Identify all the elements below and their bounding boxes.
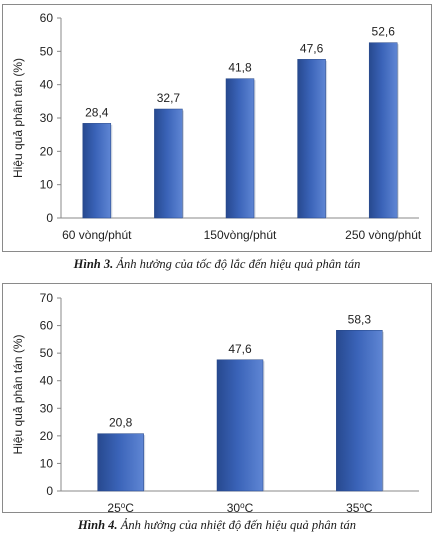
bar xyxy=(154,108,183,219)
y-tick-label: 10 xyxy=(40,456,54,470)
bar-chart-shaking-speed: 0 10 20 30 40 50 60 Hiệu quả phân tán (%) 28,4 60… xyxy=(11,11,422,242)
y-tick-label: 10 xyxy=(40,178,54,192)
y-tick-label: 50 xyxy=(40,346,54,360)
bar xyxy=(297,59,326,219)
bar-value-label: 20,8 xyxy=(109,416,133,430)
y-tick-label: 0 xyxy=(46,484,53,498)
y-tick-label: 60 xyxy=(40,319,54,333)
bar-value-label: 41,8 xyxy=(228,61,252,75)
y-tick-label: 40 xyxy=(40,78,54,92)
y-tick-label: 40 xyxy=(40,374,54,388)
bar xyxy=(97,433,144,492)
caption-text: Ảnh hưởng của nhiệt độ đến hiệu quả phân… xyxy=(117,518,357,532)
bar-value-label: 58,3 xyxy=(348,312,372,326)
y-tick-label: 20 xyxy=(40,144,54,158)
y-axis-title: Hiệu quả phân tán (%) xyxy=(11,58,25,178)
figure-caption-4: Hình 4. Ảnh hưởng của nhiệt độ đến hiệu … xyxy=(0,518,434,533)
figure-caption-3: Hình 3. Ảnh hưởng của tốc độ lắc đến hiệ… xyxy=(0,257,434,272)
bar xyxy=(82,123,112,219)
bar-value-label: 47,6 xyxy=(228,342,252,356)
bar xyxy=(216,359,264,492)
bar-value-label: 28,4 xyxy=(85,105,109,119)
x-tick-label: 30oC xyxy=(227,501,254,512)
y-tick-label: 30 xyxy=(40,111,54,125)
bar-value-label: 32,7 xyxy=(157,91,181,105)
bar xyxy=(225,78,255,219)
y-tick-label: 60 xyxy=(40,11,54,25)
x-tick-label: 35oC xyxy=(346,501,373,512)
y-tick-label: 30 xyxy=(40,401,54,415)
chart-panel-1: 0 10 20 30 40 50 60 Hiệu quả phân tán (%) 28,4 60… xyxy=(2,4,432,252)
y-tick-label: 70 xyxy=(40,291,54,305)
caption-label: Hình 3. xyxy=(73,257,114,271)
bar-value-label: 52,6 xyxy=(372,25,396,39)
bar-chart-temperature: 0 10 20 30 40 50 60 70 Hiệu quả phân tán (%) 20,8… xyxy=(11,291,419,515)
bar xyxy=(368,42,398,219)
x-tick-label: 150vòng/phút xyxy=(204,228,277,242)
y-tick-label: 0 xyxy=(46,211,53,225)
x-tick-label: 250 vòng/phút xyxy=(345,228,422,242)
caption-text: Ảnh hưởng của tốc độ lắc đến hiệu quả ph… xyxy=(113,257,361,271)
x-tick-label: 60 vòng/phút xyxy=(62,228,132,242)
y-tick-label: 50 xyxy=(40,44,54,58)
bar-value-label: 47,6 xyxy=(300,41,324,55)
caption-label: Hình 4. xyxy=(77,518,118,532)
x-tick-label: 25oC xyxy=(107,501,134,512)
bar xyxy=(336,330,383,492)
y-tick-label: 20 xyxy=(40,429,54,443)
y-axis-title: Hiệu quả phân tán (%) xyxy=(11,334,25,454)
chart-panel-2: 0 10 20 30 40 50 60 70 Hiệu quả phân tán (%) 20,8… xyxy=(2,283,432,515)
